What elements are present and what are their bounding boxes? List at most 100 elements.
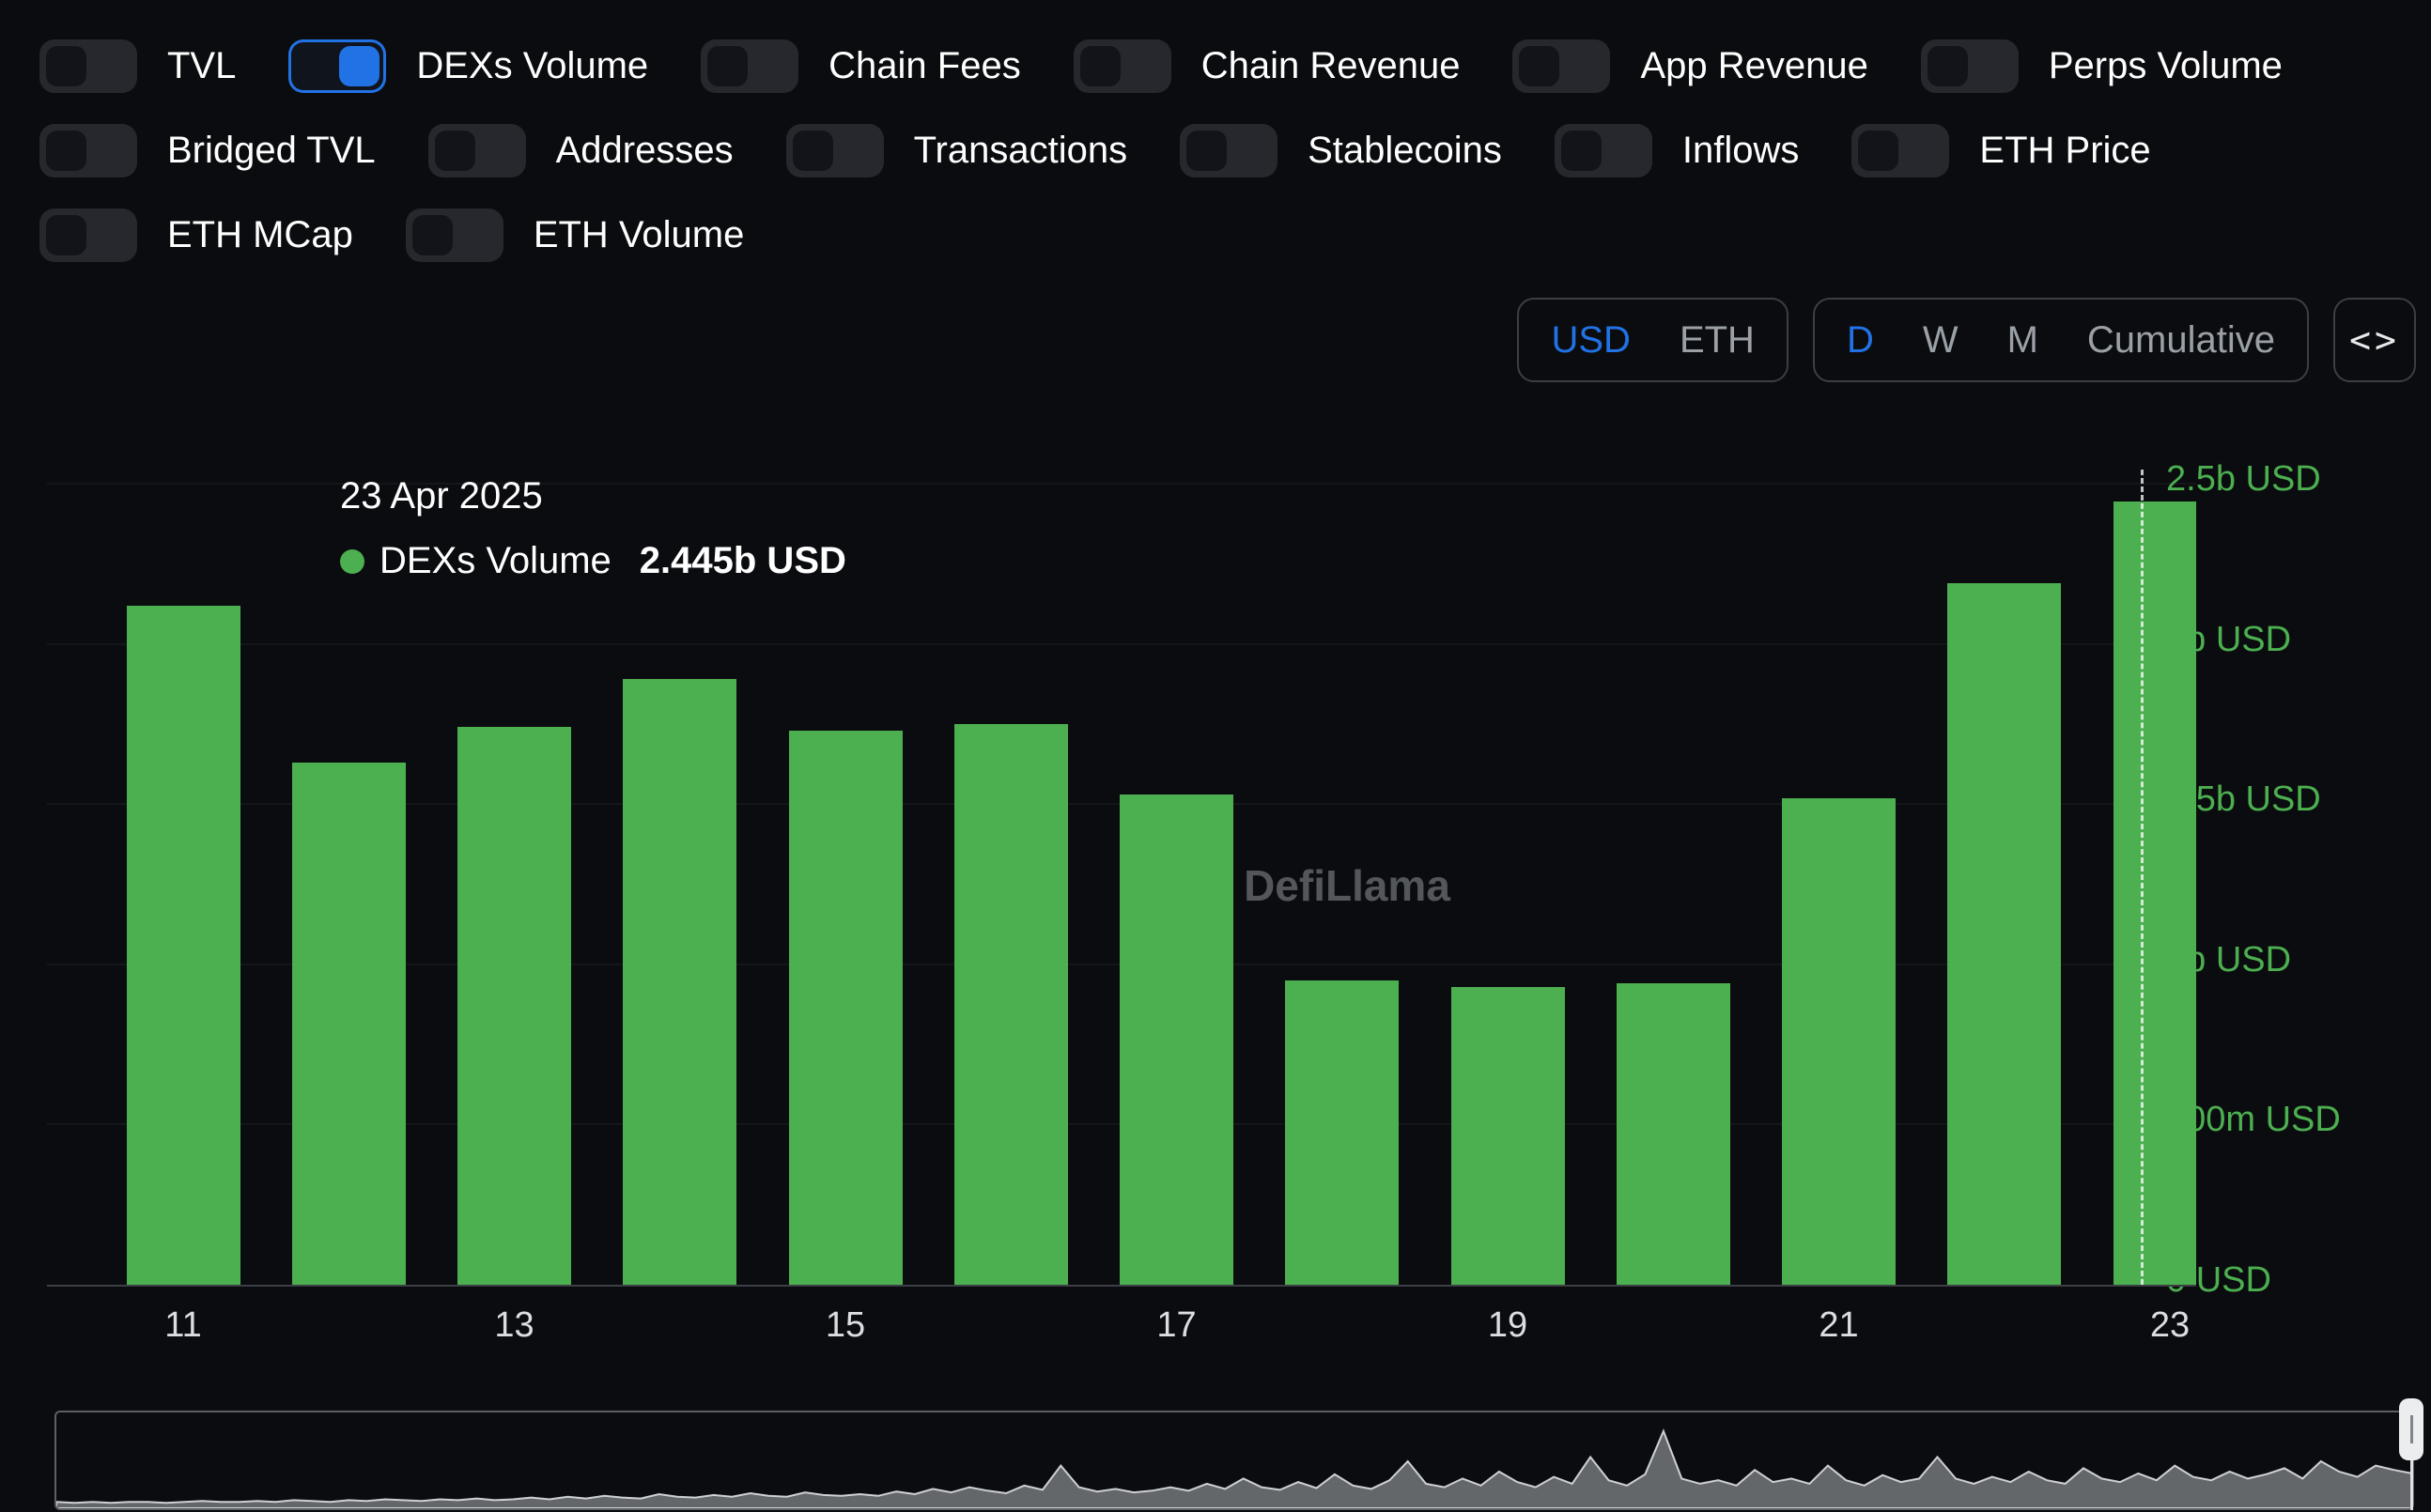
toggle-knob [1560, 131, 1602, 171]
toggle-label-chain-fees[interactable]: Chain Fees [828, 45, 1021, 86]
embed-button[interactable]: <> [2333, 298, 2416, 382]
brush-right-edge-line [2410, 1411, 2413, 1510]
bar-apr-21[interactable] [1782, 797, 1896, 1285]
gridline [47, 642, 2196, 645]
bar-apr-13[interactable] [457, 727, 571, 1285]
toggle-switch-eth-volume[interactable] [405, 208, 503, 262]
bar-apr-16[interactable] [953, 724, 1068, 1285]
interval-option-d[interactable]: D [1822, 300, 1898, 380]
toggle-switch-app-revenue[interactable] [1512, 39, 1611, 93]
toggle-switch-perps-volume[interactable] [1920, 39, 2019, 93]
toggle-label-bridged-tvl[interactable]: Bridged TVL [167, 130, 376, 171]
toggle-knob [46, 46, 86, 86]
series-dot-icon [340, 548, 364, 574]
metric-toggle-item-dexs-volume: DEXs Volume [288, 39, 648, 93]
bar-apr-17[interactable] [1120, 795, 1233, 1285]
toggle-label-transactions[interactable]: Transactions [913, 130, 1128, 171]
x-axis-label: 11 [164, 1305, 202, 1345]
toggle-switch-inflows[interactable] [1554, 124, 1652, 177]
toggle-knob [707, 46, 749, 86]
x-axis-label: 21 [1819, 1305, 1859, 1345]
hover-crosshair [2141, 470, 2144, 1285]
toggle-row-1: TVL DEXs Volume Chain Fees Chain Revenue App… [39, 39, 2283, 93]
y-axis-label: 2.5b USD [2166, 459, 2321, 500]
bar-apr-14[interactable] [623, 679, 737, 1285]
code-icon: <> [2349, 319, 2400, 361]
toggle-label-tvl[interactable]: TVL [167, 45, 237, 86]
x-axis-label: 17 [1156, 1305, 1197, 1345]
toggle-label-stablecoins[interactable]: Stablecoins [1308, 130, 1502, 171]
x-axis-label: 15 [825, 1305, 866, 1345]
currency-option-usd[interactable]: USD [1526, 300, 1654, 380]
metric-toggle-item-eth-volume: ETH Volume [405, 208, 745, 262]
toggle-switch-addresses[interactable] [427, 124, 526, 177]
bar-apr-11[interactable] [126, 605, 240, 1285]
chart-tooltip: 23 Apr 2025 DEXs Volume 2.445b USD [340, 475, 846, 582]
toggle-switch-chain-revenue[interactable] [1073, 39, 1171, 93]
x-axis-label: 13 [494, 1305, 534, 1345]
currency-toggle-group: USD ETH [1517, 298, 1788, 382]
toggle-knob [46, 215, 86, 255]
toggle-label-perps-volume[interactable]: Perps Volume [2048, 45, 2283, 86]
toggle-knob [411, 215, 453, 255]
toggle-label-dexs-volume[interactable]: DEXs Volume [416, 45, 649, 86]
toggle-knob [792, 131, 833, 171]
metric-toggle-item-transactions: Transactions [785, 124, 1128, 177]
brush-handle-right[interactable] [2399, 1398, 2423, 1460]
bar-apr-19[interactable] [1450, 986, 1565, 1285]
toggle-knob [1186, 131, 1228, 171]
toggle-label-addresses[interactable]: Addresses [555, 130, 734, 171]
interval-option-m[interactable]: M [1983, 300, 2063, 380]
metric-toggle-item-tvl: TVL [39, 39, 236, 93]
toggle-knob [1519, 46, 1560, 86]
toggle-switch-tvl[interactable] [39, 39, 137, 93]
bar-apr-20[interactable] [1616, 983, 1730, 1285]
tooltip-series-name: DEXs Volume [379, 540, 612, 581]
currency-option-eth[interactable]: ETH [1655, 300, 1779, 380]
toggle-switch-transactions[interactable] [785, 124, 884, 177]
toggle-switch-eth-mcap[interactable] [39, 208, 137, 262]
toggle-switch-dexs-volume[interactable] [288, 39, 387, 93]
toggle-row-3: ETH MCap ETH Volume [39, 208, 2283, 262]
tooltip-value: 2.445b USD [639, 540, 846, 581]
metric-toggle-item-eth-mcap: ETH MCap [39, 208, 353, 262]
interval-option-w[interactable]: W [1898, 300, 1983, 380]
toggle-row-2: Bridged TVL Addresses Transactions Stableco… [39, 124, 2283, 177]
watermark: DefiLlama [1244, 861, 1450, 910]
toggle-label-eth-mcap[interactable]: ETH MCap [167, 214, 353, 255]
interval-toggle-group: D W M Cumulative [1812, 298, 2309, 382]
gridline [47, 483, 2196, 486]
toggle-knob [434, 131, 475, 171]
toggle-knob [46, 131, 86, 171]
metric-toggles: TVL DEXs Volume Chain Fees Chain Revenue App… [39, 39, 2283, 262]
metric-toggle-item-addresses: Addresses [427, 124, 734, 177]
toggle-label-chain-revenue[interactable]: Chain Revenue [1200, 45, 1461, 86]
toggle-switch-bridged-tvl[interactable] [39, 124, 137, 177]
x-axis-line [47, 1285, 2196, 1287]
x-axis-label: 23 [2149, 1305, 2191, 1345]
bar-apr-22[interactable] [1947, 582, 2062, 1285]
bar-apr-15[interactable] [788, 730, 903, 1285]
toggle-switch-stablecoins[interactable] [1180, 124, 1278, 177]
bar-apr-12[interactable] [291, 763, 406, 1285]
metric-toggle-item-inflows: Inflows [1554, 124, 1800, 177]
metric-toggle-item-chain-fees: Chain Fees [701, 39, 1021, 93]
x-axis-label: 19 [1487, 1305, 1528, 1345]
bar-apr-23[interactable] [2113, 501, 2196, 1285]
metric-toggle-item-chain-revenue: Chain Revenue [1073, 39, 1461, 93]
metric-toggle-item-app-revenue: App Revenue [1512, 39, 1868, 93]
brush-sparkline [56, 1428, 2412, 1508]
toggle-knob [1858, 131, 1899, 171]
bar-apr-18[interactable] [1285, 980, 1400, 1285]
toggle-switch-chain-fees[interactable] [701, 39, 799, 93]
metric-toggle-item-eth-price: ETH Price [1851, 124, 2151, 177]
toggle-switch-eth-price[interactable] [1851, 124, 1950, 177]
toggle-label-eth-volume[interactable]: ETH Volume [533, 214, 745, 255]
toggle-knob [1927, 46, 1968, 86]
toggle-label-app-revenue[interactable]: App Revenue [1640, 45, 1868, 86]
zoom-brush[interactable] [54, 1411, 2414, 1510]
toggle-label-eth-price[interactable]: ETH Price [1979, 130, 2151, 171]
toggle-label-inflows[interactable]: Inflows [1681, 130, 1800, 171]
interval-option-cumulative[interactable]: Cumulative [2063, 300, 2299, 380]
metric-toggle-item-perps-volume: Perps Volume [1920, 39, 2283, 93]
